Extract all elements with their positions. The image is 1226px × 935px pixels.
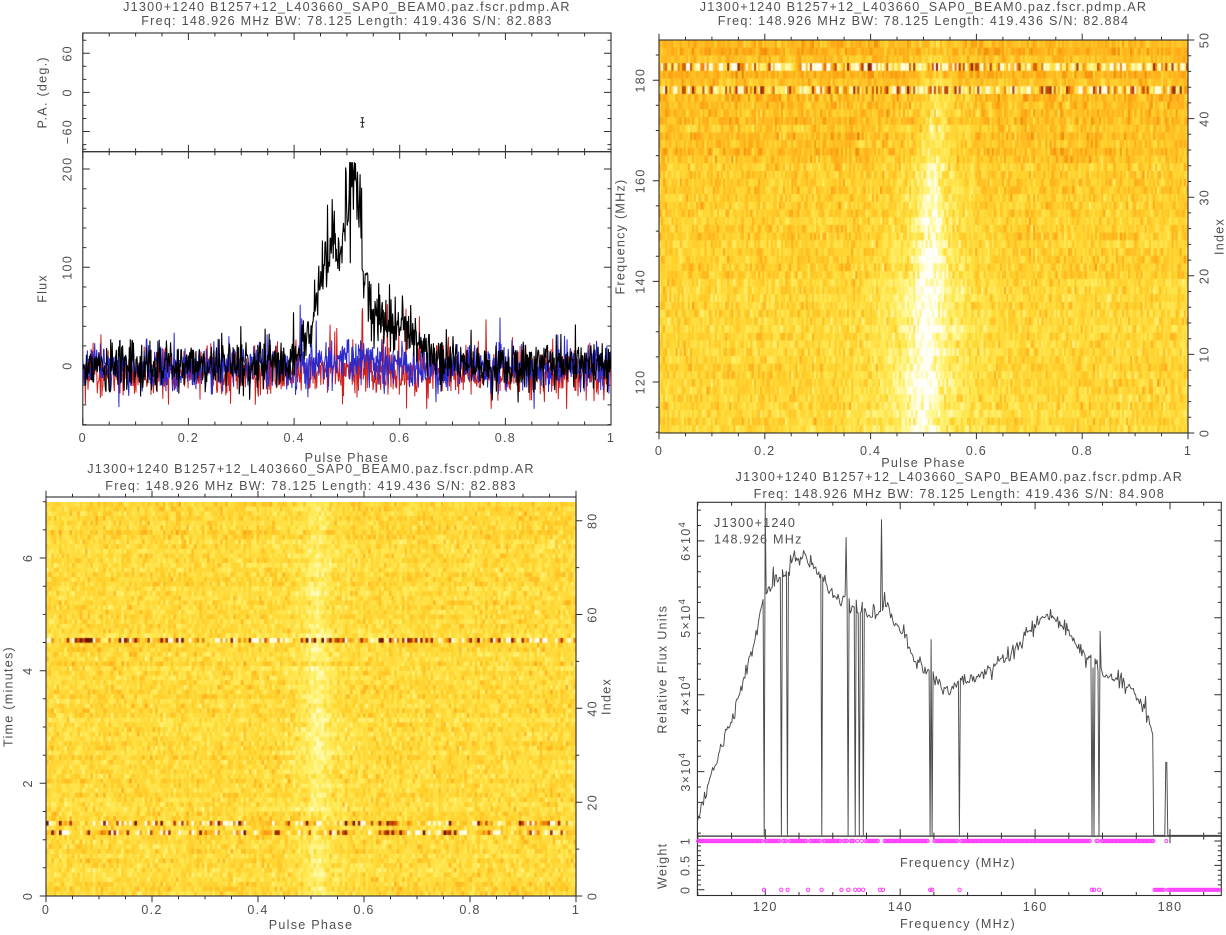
svg-text:Freq: 148.926 MHz BW: 78.125 L: Freq: 148.926 MHz BW: 78.125 Length: 419…	[141, 14, 552, 28]
svg-text:2: 2	[21, 779, 35, 787]
svg-text:60: 60	[60, 45, 74, 62]
svg-text:0.6: 0.6	[353, 903, 374, 917]
svg-text:20: 20	[1197, 268, 1211, 285]
svg-text:J1300+1240 B1257+12_L403660_SA: J1300+1240 B1257+12_L403660_SAP0_BEAM0.p…	[123, 0, 571, 14]
svg-text:1: 1	[678, 837, 692, 845]
svg-text:0: 0	[79, 431, 87, 445]
svg-text:Weight: Weight	[655, 843, 669, 889]
svg-text:Pulse Phase: Pulse Phase	[881, 456, 965, 470]
svg-text:Relative Flux Units: Relative Flux Units	[655, 605, 669, 734]
svg-text:6×104: 6×104	[677, 521, 693, 561]
svg-text:0.8: 0.8	[459, 903, 480, 917]
svg-text:200: 200	[60, 157, 74, 182]
svg-text:Frequency (MHz): Frequency (MHz)	[613, 178, 627, 294]
svg-text:40: 40	[1197, 110, 1211, 127]
svg-text:Frequency (MHz): Frequency (MHz)	[900, 917, 1016, 931]
svg-text:148.926 MHz: 148.926 MHz	[714, 533, 803, 547]
svg-text:0.4: 0.4	[247, 903, 268, 917]
svg-text:4×104: 4×104	[677, 675, 693, 715]
svg-text:4: 4	[21, 667, 35, 675]
svg-text:0: 0	[60, 88, 74, 96]
svg-text:0.2: 0.2	[178, 431, 199, 445]
svg-text:0.4: 0.4	[283, 431, 304, 445]
svg-text:Flux: Flux	[35, 274, 49, 303]
svg-text:J1300+1240 B1257+12_L403660_SA: J1300+1240 B1257+12_L403660_SAP0_BEAM0.p…	[736, 470, 1184, 484]
svg-text:Freq: 148.926 MHz BW: 78.125 L: Freq: 148.926 MHz BW: 78.125 Length: 419…	[754, 487, 1165, 501]
svg-text:Index: Index	[1212, 218, 1226, 255]
svg-text:1: 1	[607, 431, 615, 445]
svg-text:120: 120	[753, 900, 778, 914]
svg-text:100: 100	[60, 255, 74, 280]
svg-text:80: 80	[585, 512, 599, 529]
svg-text:0.5: 0.5	[678, 855, 692, 876]
svg-text:0: 0	[42, 903, 50, 917]
svg-text:140: 140	[633, 269, 647, 294]
svg-text:Frequency (MHz): Frequency (MHz)	[900, 856, 1016, 870]
svg-text:0.4: 0.4	[860, 444, 881, 458]
svg-text:0: 0	[585, 892, 599, 900]
svg-text:6: 6	[21, 554, 35, 562]
svg-text:10: 10	[1197, 346, 1211, 363]
svg-text:0: 0	[1197, 429, 1211, 437]
svg-text:P.A. (deg.): P.A. (deg.)	[35, 56, 49, 128]
svg-text:0.2: 0.2	[141, 903, 162, 917]
svg-text:30: 30	[1197, 189, 1211, 206]
svg-text:1: 1	[572, 903, 580, 917]
svg-text:1: 1	[1184, 444, 1192, 458]
svg-text:Pulse Phase: Pulse Phase	[269, 918, 353, 932]
svg-text:J1300+1240 B1257+12_L403660_SA: J1300+1240 B1257+12_L403660_SAP0_BEAM0.p…	[87, 462, 535, 476]
svg-text:160: 160	[633, 168, 647, 193]
svg-text:0: 0	[21, 892, 35, 900]
svg-text:0: 0	[60, 361, 74, 369]
svg-text:−60: −60	[60, 119, 74, 144]
svg-text:Time (minutes): Time (minutes)	[2, 646, 16, 747]
svg-text:0.8: 0.8	[495, 431, 516, 445]
svg-text:0.6: 0.6	[389, 431, 410, 445]
svg-text:J1300+1240 B1257+12_L403660_SA: J1300+1240 B1257+12_L403660_SAP0_BEAM0.p…	[700, 0, 1148, 14]
svg-text:160: 160	[1023, 900, 1048, 914]
svg-text:40: 40	[585, 700, 599, 717]
svg-text:180: 180	[633, 68, 647, 93]
svg-text:Index: Index	[599, 678, 613, 715]
svg-text:Freq: 148.926 MHz BW: 78.125 L: Freq: 148.926 MHz BW: 78.125 Length: 419…	[718, 14, 1129, 28]
svg-text:20: 20	[585, 794, 599, 811]
svg-text:0.8: 0.8	[1072, 444, 1093, 458]
svg-text:3×104: 3×104	[677, 752, 693, 792]
svg-text:Pulse Phase: Pulse Phase	[305, 451, 389, 465]
svg-text:J1300+1240: J1300+1240	[714, 516, 796, 530]
svg-text:120: 120	[633, 370, 647, 395]
svg-text:0.2: 0.2	[754, 444, 775, 458]
svg-text:180: 180	[1158, 900, 1183, 914]
svg-text:0.6: 0.6	[966, 444, 987, 458]
svg-text:50: 50	[1197, 32, 1211, 49]
svg-text:0: 0	[655, 444, 663, 458]
svg-text:60: 60	[585, 606, 599, 623]
svg-text:140: 140	[888, 900, 913, 914]
svg-text:0: 0	[678, 886, 692, 894]
svg-text:Freq: 148.926 MHz BW: 78.125 L: Freq: 148.926 MHz BW: 78.125 Length: 419…	[105, 479, 516, 493]
svg-text:5×104: 5×104	[677, 598, 693, 638]
